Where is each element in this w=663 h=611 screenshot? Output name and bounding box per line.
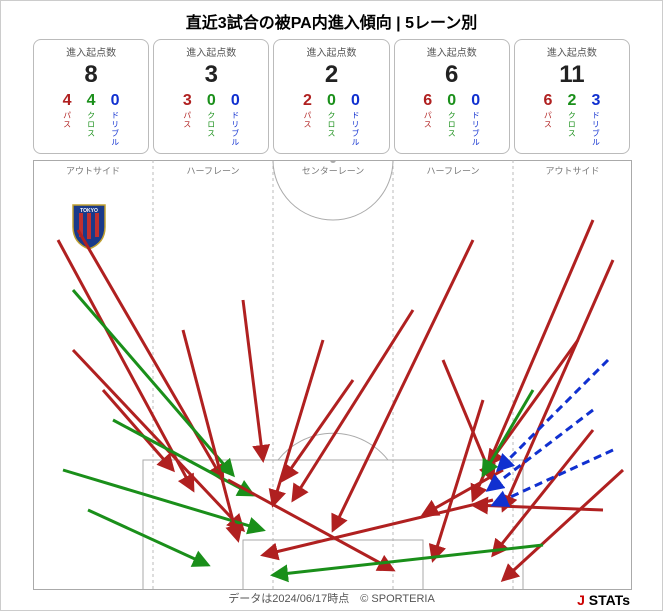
entry-arrow [88, 510, 208, 565]
breakdown-label: ドリブル [470, 111, 481, 147]
breakdown-item: 3 パス [178, 93, 196, 147]
lane-name: センターレーン [302, 166, 365, 176]
breakdown-item: 0 クロス [202, 93, 220, 147]
lane-summary-row: 進入起点数84パス4クロス0ドリブル進入起点数33パス0クロス0ドリブル進入起点… [1, 39, 662, 154]
brand-j: J [577, 592, 585, 608]
breakdown-value: 6 [543, 93, 552, 109]
breakdown-item: 0 ドリブル [347, 93, 365, 147]
lane-name: ハーフレーン [186, 166, 239, 176]
lane-label: 進入起点数 [517, 44, 627, 59]
brand-stats: STATs [585, 592, 630, 608]
breakdown-label: クロス [86, 111, 97, 138]
lane-total: 3 [156, 61, 266, 89]
breakdown-label: ドリブル [350, 111, 361, 147]
breakdown-item: 2 クロス [563, 93, 581, 147]
six-yard-box [243, 540, 423, 590]
breakdown-item: 0 クロス [323, 93, 341, 147]
lane-card: 進入起点数 8 4 パス 4 クロス 0 ドリブル [33, 39, 149, 154]
lane-breakdown: 2 パス 0 クロス 0 ドリブル [276, 93, 386, 147]
lane-breakdown: 4 パス 4 クロス 0 ドリブル [36, 93, 146, 147]
entry-arrow [283, 380, 353, 480]
lane-card: 進入起点数 3 3 パス 0 クロス 0 ドリブル [153, 39, 269, 154]
breakdown-value: 4 [87, 93, 96, 109]
entry-arrow [73, 350, 243, 530]
entry-arrow [473, 220, 593, 500]
entry-arrow [263, 500, 493, 555]
breakdown-value: 0 [231, 93, 240, 109]
pitch-wrap: アウトサイド ハーフレーン センターレーン ハーフレーン アウトサイド TOKYO [1, 154, 662, 595]
breakdown-value: 0 [207, 93, 216, 109]
breakdown-value: 0 [447, 93, 456, 109]
breakdown-label: パス [182, 111, 193, 129]
lane-name: アウトサイド [545, 166, 599, 176]
entry-arrow [228, 480, 393, 570]
breakdown-value: 0 [327, 93, 336, 109]
breakdown-item: 4 パス [58, 93, 76, 147]
entry-arrow [493, 430, 593, 555]
breakdown-item: 0 クロス [443, 93, 461, 147]
breakdown-label: ドリブル [590, 111, 601, 147]
entry-arrow [433, 400, 483, 560]
breakdown-value: 2 [567, 93, 576, 109]
svg-text:TOKYO: TOKYO [80, 208, 98, 214]
entry-arrow [273, 340, 323, 505]
breakdown-item: 3 ドリブル [587, 93, 605, 147]
breakdown-label: パス [62, 111, 73, 129]
lane-label: 進入起点数 [36, 44, 146, 59]
lane-name: アウトサイド [66, 166, 120, 176]
breakdown-label: ドリブル [110, 111, 121, 147]
lane-breakdown: 6 パス 2 クロス 3 ドリブル [517, 93, 627, 147]
lane-card: 進入起点数 6 6 パス 0 クロス 0 ドリブル [394, 39, 510, 154]
breakdown-item: 6 パス [419, 93, 437, 147]
breakdown-item: 0 ドリブル [467, 93, 485, 147]
lane-card: 進入起点数 11 6 パス 2 クロス 3 ドリブル [514, 39, 630, 154]
breakdown-label: パス [542, 111, 553, 129]
breakdown-value: 3 [183, 93, 192, 109]
chart-container: 直近3試合の被PA内進入傾向 | 5レーン別 進入起点数 8 4 パス 4 クロス 0 ドリブ… [0, 0, 663, 611]
entry-arrow [273, 545, 543, 575]
breakdown-value: 6 [423, 93, 432, 109]
breakdown-label: クロス [326, 111, 337, 138]
lane-label: 進入起点数 [156, 44, 266, 59]
entry-arrow [443, 360, 493, 480]
footer-text: データは2024/06/17時点 © SPORTERIA [1, 590, 662, 606]
chart-title: 直近3試合の被PA内進入傾向 | 5レーン別 [1, 1, 662, 39]
lane-breakdown: 3 パス 0 クロス 0 ドリブル [156, 93, 266, 147]
breakdown-item: 4 クロス [82, 93, 100, 147]
breakdown-item: 6 パス [539, 93, 557, 147]
penalty-box [143, 460, 523, 590]
breakdown-value: 0 [111, 93, 120, 109]
lane-total: 2 [276, 61, 386, 89]
breakdown-value: 2 [303, 93, 312, 109]
entry-arrow [103, 390, 173, 470]
breakdown-label: パス [302, 111, 313, 129]
entry-arrow [503, 470, 623, 580]
breakdown-value: 0 [351, 93, 360, 109]
breakdown-value: 3 [591, 93, 600, 109]
breakdown-item: 0 ドリブル [226, 93, 244, 147]
breakdown-value: 4 [63, 93, 72, 109]
breakdown-value: 0 [471, 93, 480, 109]
breakdown-label: クロス [206, 111, 217, 138]
breakdown-item: 0 ドリブル [106, 93, 124, 147]
brand-logo: J STATs [577, 592, 630, 608]
center-dot [330, 160, 336, 163]
lane-total: 6 [397, 61, 507, 89]
breakdown-label: パス [422, 111, 433, 129]
breakdown-item: 2 パス [299, 93, 317, 147]
team-badge: TOKYO [73, 205, 105, 249]
lane-total: 11 [517, 61, 627, 89]
lane-breakdown: 6 パス 0 クロス 0 ドリブル [397, 93, 507, 147]
lane-name: ハーフレーン [426, 166, 479, 176]
lane-label: 進入起点数 [276, 44, 386, 59]
breakdown-label: クロス [566, 111, 577, 138]
pitch-svg: アウトサイド ハーフレーン センターレーン ハーフレーン アウトサイド TOKYO [33, 160, 632, 590]
lane-total: 8 [36, 61, 146, 89]
entry-arrow [243, 300, 263, 460]
breakdown-label: ドリブル [230, 111, 241, 147]
breakdown-label: クロス [446, 111, 457, 138]
lane-card: 進入起点数 2 2 パス 0 クロス 0 ドリブル [273, 39, 389, 154]
lane-label: 進入起点数 [397, 44, 507, 59]
